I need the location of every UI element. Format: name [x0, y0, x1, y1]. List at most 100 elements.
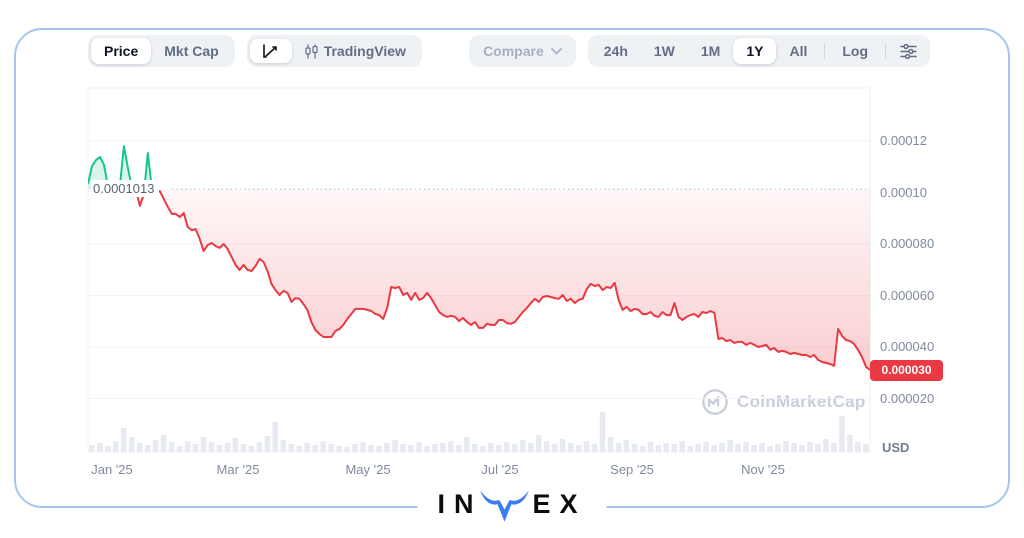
volume-bar	[312, 445, 318, 452]
line-chart-icon	[262, 44, 277, 58]
coinmarketcap-logo-icon	[702, 389, 728, 415]
x-axis-label: Jan '25	[91, 462, 133, 477]
chart-settings-button[interactable]	[890, 39, 927, 64]
log-scale-button[interactable]: Log	[829, 38, 881, 64]
volume-bar	[767, 446, 773, 452]
volume-bar	[551, 444, 558, 452]
volume-bar	[815, 444, 821, 452]
volume-bar	[232, 438, 239, 452]
x-axis-label: Mar '25	[216, 462, 260, 477]
range-1w[interactable]: 1W	[641, 38, 688, 64]
candlestick-icon	[305, 44, 318, 58]
y-axis-label: 0.000080	[880, 236, 935, 251]
current-price-badge: 0.000030	[870, 360, 943, 381]
volume-bar	[184, 441, 191, 452]
volume-bar	[863, 444, 869, 452]
volume-bar	[751, 445, 757, 452]
volume-bar	[631, 444, 638, 452]
volume-bar	[743, 442, 749, 452]
volume-bar	[112, 441, 119, 452]
volume-bar	[663, 443, 670, 452]
range-1y[interactable]: 1Y	[733, 38, 777, 64]
volume-bar	[105, 446, 111, 452]
volume-bar	[615, 443, 622, 452]
volume-bar	[639, 446, 646, 452]
price-tab[interactable]: Price	[91, 38, 152, 64]
volume-bar	[783, 441, 789, 452]
volume-bar	[511, 444, 518, 452]
volume-bar	[727, 440, 733, 452]
mktcap-tab[interactable]: Mkt Cap	[151, 38, 231, 64]
volume-bar	[384, 443, 390, 452]
volume-bar	[671, 444, 678, 452]
divider	[885, 43, 886, 59]
volume-bar	[759, 443, 765, 452]
volume-bar	[256, 442, 263, 452]
volume-bar	[264, 436, 271, 452]
volume-bar	[89, 445, 95, 452]
y-axis-label: 0.00010	[880, 184, 927, 200]
range-24h[interactable]: 24h	[591, 38, 641, 64]
volume-bar	[424, 446, 430, 452]
volume-bar	[599, 412, 606, 452]
volume-bar	[687, 446, 694, 452]
divider	[824, 43, 826, 59]
y-axis-label: 0.000020	[880, 390, 935, 406]
volume-bar	[336, 446, 342, 452]
range-all[interactable]: All	[776, 38, 820, 64]
volume-bar	[855, 442, 861, 452]
coinmarketcap-watermark: CoinMarketCap	[701, 388, 866, 416]
range-selector: 24h 1W 1M 1Y All Log	[587, 35, 930, 67]
volume-bar	[831, 443, 837, 452]
compare-button[interactable]: Compare	[469, 35, 576, 67]
volume-bar	[623, 440, 630, 452]
volume-bar	[168, 442, 175, 452]
invex-logo-left-text: IN	[437, 489, 483, 519]
volume-bar	[695, 444, 701, 452]
volume-bar	[144, 445, 151, 452]
range-1m[interactable]: 1M	[688, 38, 733, 64]
volume-bar	[839, 416, 845, 452]
volume-bar	[376, 446, 382, 452]
tradingview-button[interactable]: TradingView	[292, 38, 419, 64]
volume-bar	[679, 441, 686, 452]
area-below-open	[88, 189, 870, 370]
volume-bar	[97, 443, 103, 452]
tradingview-label: TradingView	[323, 43, 406, 59]
sliders-icon	[900, 43, 917, 59]
volume-bar	[392, 440, 398, 452]
volume-bar	[208, 442, 215, 452]
volume-bar	[280, 440, 287, 452]
volume-bar	[567, 443, 574, 452]
volume-bar	[775, 444, 781, 452]
x-axis-label: Jul '25	[481, 462, 519, 477]
y-axis-label: 0.000040	[880, 339, 935, 354]
volume-bar	[416, 442, 422, 452]
chevron-down-icon	[550, 47, 562, 55]
volume-bar	[272, 422, 279, 452]
volume-bar	[352, 444, 358, 452]
volume-bar	[216, 445, 223, 452]
area-above-open	[88, 146, 153, 190]
watermark-text: CoinMarketCap	[737, 392, 866, 411]
compare-label: Compare	[483, 43, 544, 59]
volume-bar	[248, 446, 255, 452]
volume-bar	[128, 437, 135, 452]
volume-bar	[655, 445, 662, 452]
volume-bar	[535, 435, 542, 452]
volume-bar	[448, 441, 454, 452]
volume-bar	[559, 439, 566, 452]
y-axis-unit: USD	[882, 440, 910, 455]
volume-bar	[703, 442, 709, 452]
price-line-down	[133, 189, 870, 371]
volume-bar	[152, 440, 159, 452]
volume-bar	[136, 443, 143, 452]
volume-bar	[719, 443, 725, 452]
volume-bar	[432, 444, 438, 452]
volume-bar	[440, 443, 446, 452]
line-chart-button[interactable]	[249, 39, 292, 63]
volume-bar	[527, 443, 534, 452]
invex-logo-right-text: EX	[532, 489, 587, 519]
